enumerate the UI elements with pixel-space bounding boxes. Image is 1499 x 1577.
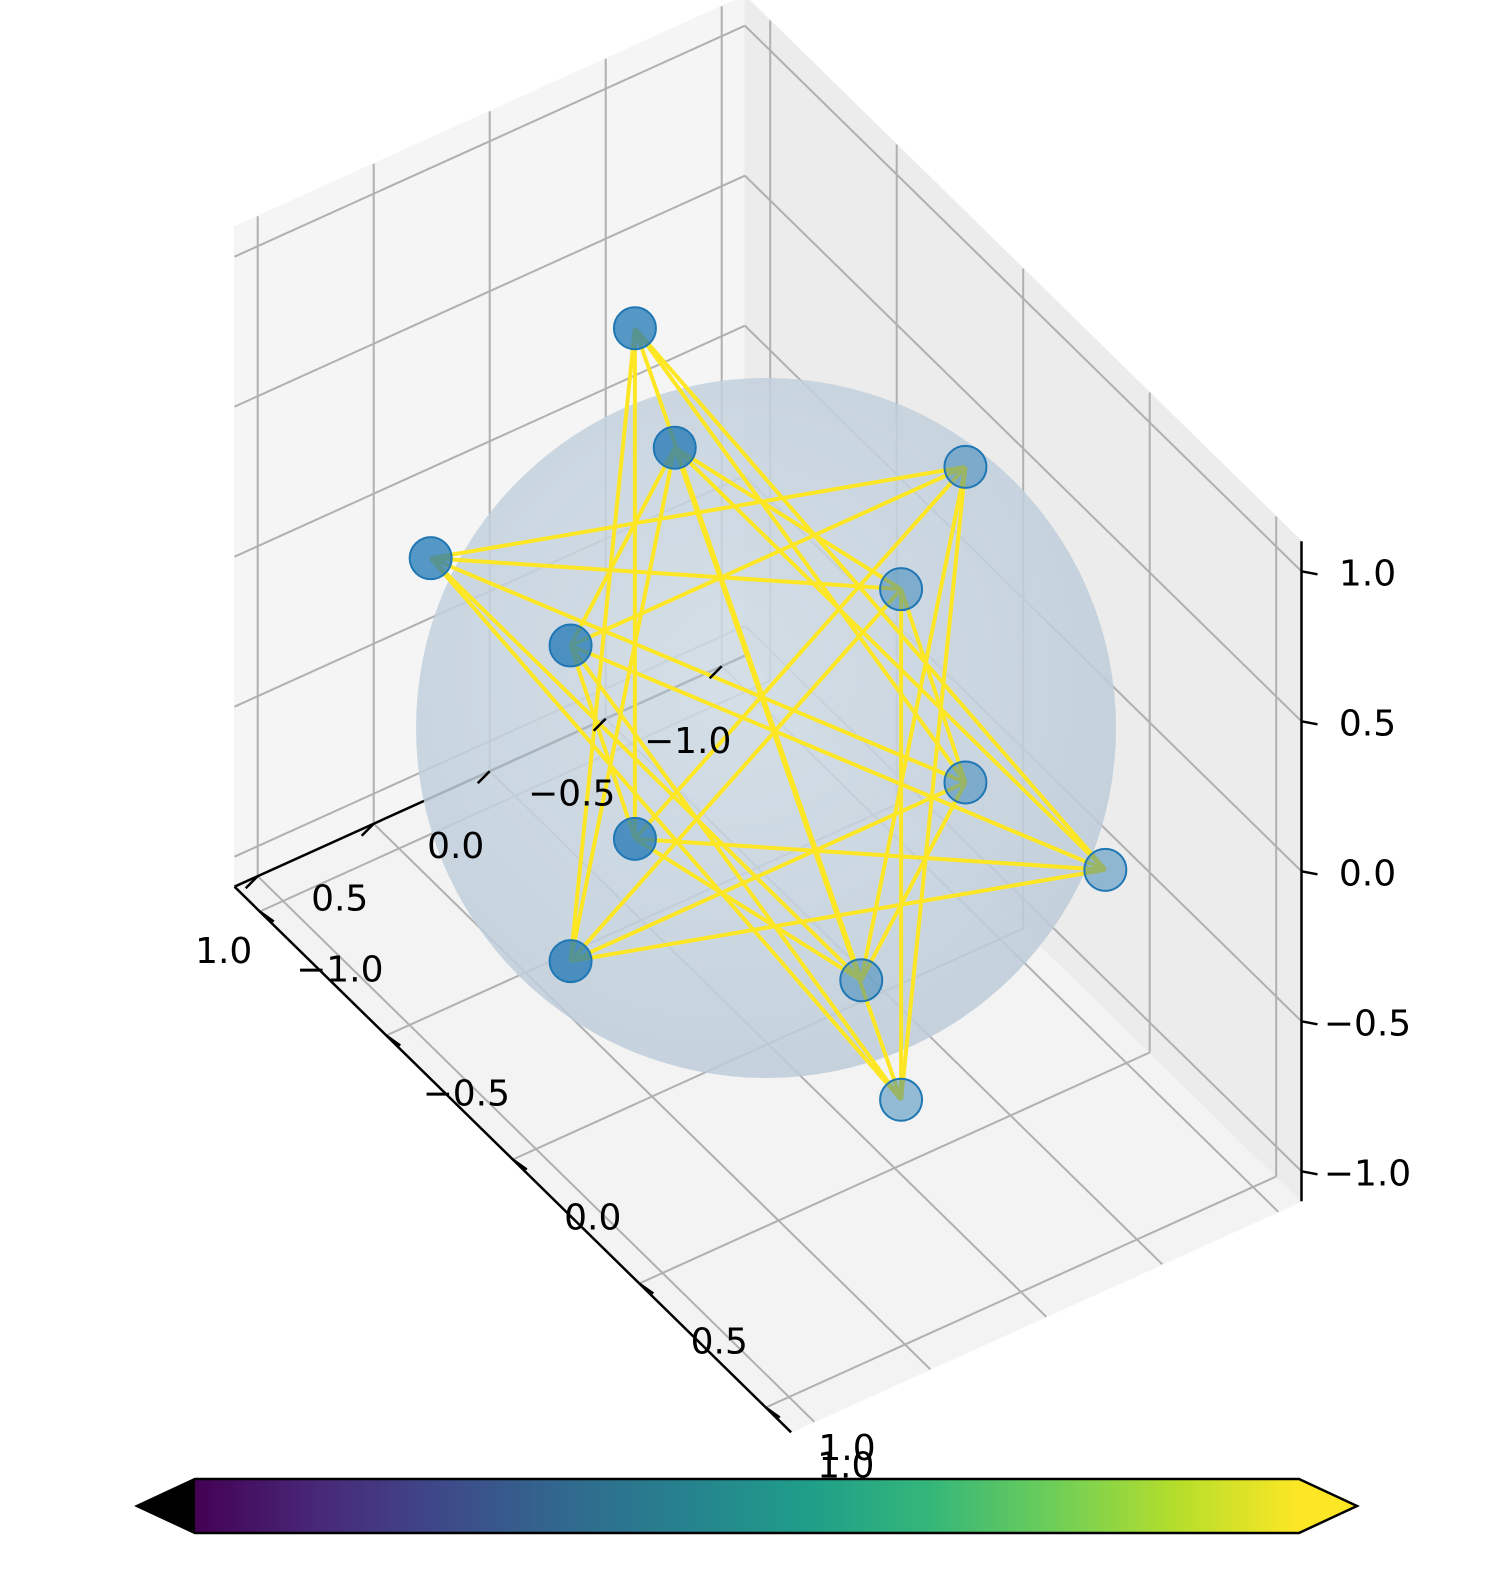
grid-line-z-back bbox=[744, 24, 1303, 573]
data-point bbox=[612, 816, 657, 861]
edge-line bbox=[429, 556, 863, 982]
y-tick-mark bbox=[765, 1406, 781, 1419]
z-tick-label: −0.5 bbox=[1324, 1003, 1411, 1044]
x-tick-label: −1.0 bbox=[644, 721, 731, 762]
z-tick-label: 0.5 bbox=[1339, 703, 1396, 744]
edge-line bbox=[429, 556, 967, 785]
z-tick-label: −1.0 bbox=[1324, 1153, 1411, 1194]
edge-line bbox=[859, 466, 968, 981]
y-tick-mark bbox=[638, 1282, 655, 1295]
edge-line bbox=[569, 465, 967, 648]
edge-line bbox=[673, 446, 1107, 872]
z-tick-mark bbox=[1301, 870, 1318, 876]
z-tick-label: 1.0 bbox=[1339, 553, 1396, 594]
edge-line bbox=[569, 643, 1107, 872]
edge-line bbox=[859, 781, 968, 982]
edge-line bbox=[568, 446, 677, 647]
edge-line bbox=[672, 447, 903, 1101]
edge-line bbox=[633, 465, 967, 841]
data-point bbox=[879, 1077, 924, 1122]
edge-line bbox=[429, 556, 903, 1102]
data-point bbox=[548, 939, 593, 984]
x-tick-label: 0.5 bbox=[311, 879, 368, 920]
data-point bbox=[408, 536, 453, 581]
colorbar-tick-label: 1.0 bbox=[818, 1428, 875, 1469]
edge-line bbox=[633, 837, 863, 982]
y-tick-label: −1.0 bbox=[296, 950, 383, 991]
z-tick-mark bbox=[1301, 1020, 1318, 1026]
edge-line bbox=[569, 780, 967, 963]
x-tick-mark bbox=[708, 665, 723, 680]
x-tick-label: 0.0 bbox=[427, 826, 484, 867]
tick-labels: −1.0 −0.5 0.0 0.5 1.0 −1.0 −0.5 0.0 0.5 1.0 −1.0 −0… bbox=[195, 553, 1411, 1486]
z-tick-mark bbox=[1301, 570, 1318, 576]
x-tick-mark bbox=[244, 875, 259, 890]
edge-line bbox=[430, 464, 966, 561]
grid-line-y-floor bbox=[638, 1051, 1151, 1285]
y-tick-label: 0.0 bbox=[564, 1198, 621, 1239]
z-tick-mark bbox=[1301, 1170, 1318, 1176]
data-point bbox=[839, 958, 884, 1003]
vertex-points bbox=[408, 306, 1128, 1122]
edge-line bbox=[568, 447, 677, 962]
compound-edges bbox=[429, 326, 1107, 1102]
colorbar-over-extension bbox=[1299, 1479, 1357, 1533]
grid-line-z-back bbox=[744, 174, 1303, 723]
edge-line bbox=[634, 836, 1106, 872]
y-tick-mark bbox=[512, 1158, 528, 1171]
edge-line bbox=[568, 328, 637, 962]
edge-line bbox=[633, 326, 1107, 872]
y-tick-label: 0.5 bbox=[691, 1322, 748, 1363]
colorbar-body bbox=[195, 1479, 1299, 1533]
grid-line-z-left bbox=[234, 24, 746, 258]
edge-line bbox=[899, 588, 968, 784]
x-tick-label: 1.0 bbox=[195, 931, 252, 972]
grid-line-y-floor bbox=[765, 1175, 1277, 1409]
data-point bbox=[548, 623, 593, 668]
edge-line bbox=[569, 587, 903, 963]
edge-line bbox=[570, 867, 1106, 964]
y-tick-label: −0.5 bbox=[423, 1074, 510, 1115]
edge-line bbox=[899, 466, 968, 1100]
data-point bbox=[1083, 847, 1128, 892]
edge-line bbox=[568, 644, 903, 1101]
x-tick-mark bbox=[592, 717, 607, 732]
z-tick-label: 0.0 bbox=[1339, 853, 1396, 894]
edge-line bbox=[568, 644, 637, 840]
data-point bbox=[943, 760, 988, 805]
z-tick-mark bbox=[1301, 720, 1318, 726]
x-tick-mark bbox=[360, 822, 375, 837]
x-tick-label: −0.5 bbox=[528, 774, 615, 815]
data-point bbox=[943, 444, 988, 489]
colorbar: 1.0 bbox=[134, 1428, 1360, 1535]
data-point bbox=[879, 567, 924, 612]
y-tick-mark bbox=[385, 1034, 402, 1047]
data-point bbox=[612, 306, 657, 351]
data-point bbox=[652, 425, 697, 470]
x-tick-mark bbox=[476, 770, 491, 785]
grid-line-z-left bbox=[234, 174, 746, 408]
colorbar-under-extension bbox=[137, 1479, 195, 1533]
y-tick-mark bbox=[259, 910, 275, 923]
edge-line bbox=[633, 327, 968, 784]
edge-line bbox=[673, 446, 903, 591]
colorbar-outline bbox=[134, 1477, 1360, 1535]
